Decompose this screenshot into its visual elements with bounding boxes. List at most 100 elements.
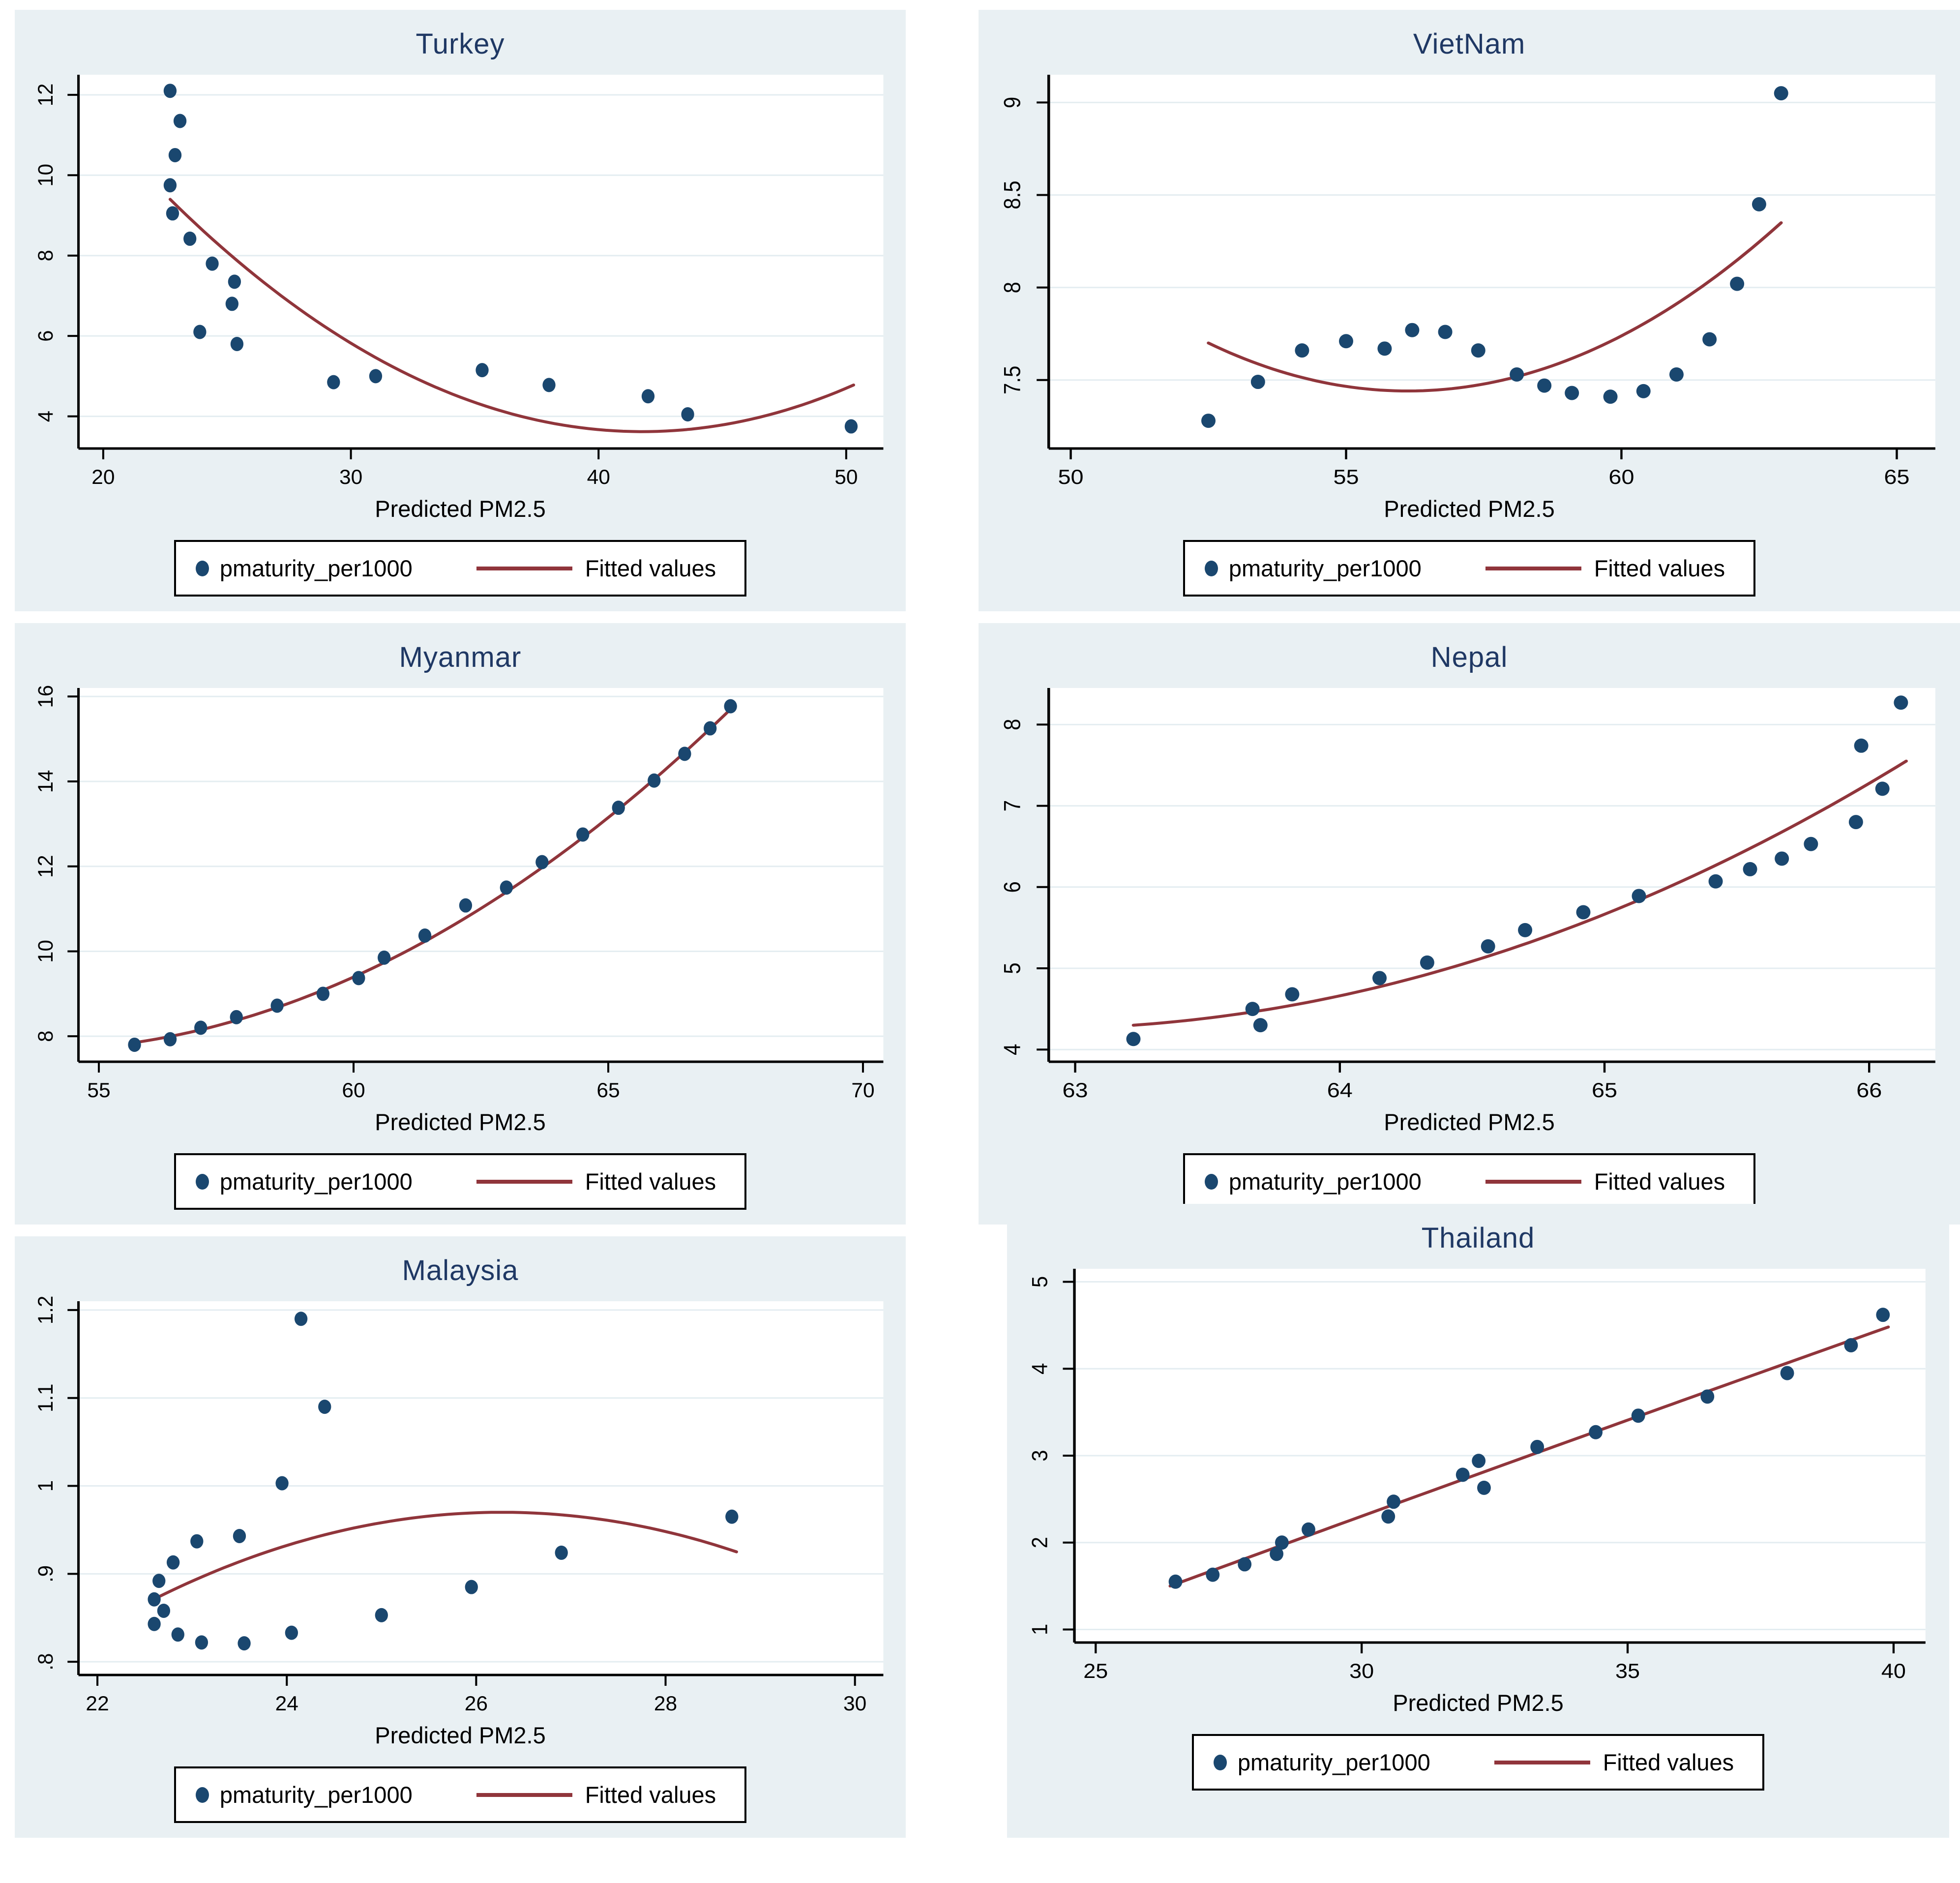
data-point [238,1636,251,1651]
legend: pmaturity_per1000 Fitted values [1183,540,1756,597]
gridlines [78,94,884,418]
data-point [1518,923,1533,937]
scatter-plot-vietnam: 7.5 8 8.5 9 50 55 60 65 [1000,75,1935,488]
data-point [1405,323,1420,337]
tick-marks-and-labels: 4 5 6 7 8 63 64 65 66 [1000,719,1882,1102]
y-tick-label: 10 [34,940,57,963]
tick-marks-and-labels: 4 6 8 10 12 20 30 40 50 [34,84,858,488]
data-point [1780,1366,1794,1380]
data-point [128,1037,141,1052]
data-point [1295,343,1309,358]
data-point [1126,1032,1141,1046]
data-point [375,1608,388,1622]
data-point [1752,197,1766,211]
data-point [1285,987,1300,1002]
data-point [641,389,655,404]
y-tick-label: .9 [34,1565,57,1583]
legend-points-label: pmaturity_per1000 [1237,1749,1430,1775]
data-point [285,1625,298,1640]
legend: pmaturity_per1000 Fitted values [174,1153,747,1210]
data-point [465,1580,478,1594]
x-axis-label: Predicted PM2.5 [1393,1690,1564,1716]
data-point [1250,375,1265,389]
data-point [681,407,694,422]
data-point [173,114,187,128]
x-tick-label: 63 [1063,1079,1088,1102]
x-tick-label: 25 [1083,1660,1108,1682]
x-tick-label: 50 [834,465,858,488]
x-axis-label: Predicted PM2.5 [375,496,546,522]
data-point [1387,1494,1400,1509]
data-point [1632,889,1646,903]
legend-marker-icon [1204,560,1218,576]
y-tick-label: 12 [34,84,57,107]
data-point [1372,971,1387,986]
axes [77,1301,884,1676]
legend-marker-icon [195,1787,209,1803]
chart-title: VietNam [1413,28,1526,60]
data-point [166,1555,180,1570]
chart-title: Thailand [1421,1222,1535,1254]
tick-marks-and-labels: 1 2 3 4 5 25 30 35 40 [1028,1276,1906,1683]
x-tick-label: 35 [1615,1660,1640,1682]
data-point [1876,1308,1890,1322]
legend-line-label: Fitted values [585,1168,716,1195]
x-tick-label: 28 [654,1692,677,1715]
data-point [1420,955,1434,970]
x-tick-label: 70 [851,1078,874,1102]
y-tick-label: 4 [1000,1044,1026,1055]
data-point [230,337,244,352]
y-tick-label: 16 [34,685,57,708]
x-axis-label: Predicted PM2.5 [375,1109,546,1135]
data-point [318,1400,331,1414]
x-axis-label: Predicted PM2.5 [375,1722,546,1748]
data-point [1589,1425,1603,1439]
gridlines [1048,101,1935,381]
legend-row: pmaturity_per1000 Fitted values [15,540,906,597]
plot-area [1048,75,1935,448]
legend-marker-icon [195,560,209,576]
data-point [500,880,513,895]
panel-vietnam: VietNam 7.5 8 8.5 9 50 55 60 65 Predicted PM2.5… [979,10,1960,611]
data-point [1730,276,1745,291]
x-tick-label: 26 [465,1692,488,1715]
panel-turkey: Turkey 4 6 8 10 12 20 30 40 50 Predicted PM2.5 p… [15,10,906,611]
y-tick-label: 5 [1028,1276,1052,1287]
x-tick-label: 64 [1327,1079,1353,1102]
data-point [157,1603,171,1618]
axes [1047,688,1935,1063]
legend-line-label: Fitted values [1594,1168,1725,1195]
y-tick-label: 9 [1000,97,1026,108]
plot-area [78,1301,884,1675]
data-point [195,1635,208,1650]
data-point [163,84,177,98]
data-point [1472,1454,1486,1468]
data-point [648,773,661,788]
chart-title: Malaysia [402,1255,519,1286]
y-tick-label: 4 [1028,1363,1052,1375]
x-tick-label: 65 [1592,1079,1617,1102]
data-point [1804,837,1818,851]
legend-points-label: pmaturity_per1000 [1228,1168,1422,1195]
data-point [352,971,365,986]
data-point [1854,738,1869,753]
data-point [316,986,330,1001]
data-point [535,855,549,869]
data-point [1381,1509,1396,1524]
legend: pmaturity_per1000 Fitted values [174,1766,747,1823]
data-point [275,1476,289,1491]
data-point [225,297,238,311]
legend-row: pmaturity_per1000 Fitted values [15,1153,906,1210]
scatter-points [163,84,858,434]
x-tick-label: 60 [342,1078,365,1102]
x-tick-label: 65 [1884,466,1909,488]
data-point [418,928,432,943]
data-point [148,1616,161,1631]
data-point [1481,939,1495,954]
y-tick-label: 8.5 [1000,180,1026,209]
data-point [1270,1547,1283,1561]
x-tick-label: 50 [1058,466,1083,488]
y-tick-label: 6 [1000,881,1026,893]
fitted-values-line [1207,221,1783,392]
data-point [230,1010,243,1024]
